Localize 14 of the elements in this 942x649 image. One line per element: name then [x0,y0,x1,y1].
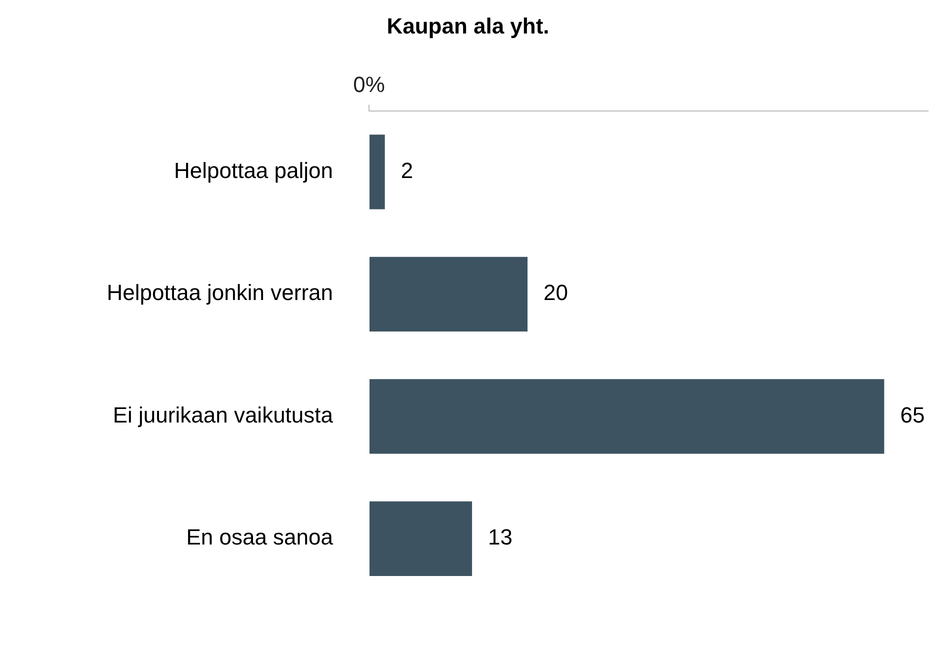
data-label: 65 [900,402,925,428]
bar [370,134,385,210]
y-tick-label: Helpottaa paljon [174,158,333,183]
bar [370,501,472,576]
data-label: 13 [488,524,513,550]
bar [370,379,884,454]
bar [370,256,528,332]
text: 0% [353,72,385,97]
y-tick-label: Helpottaa jonkin verran [106,280,333,306]
y-tick-label: En osaa sanoa [186,524,334,550]
chart-title: Kaupan ala yht. [386,13,550,38]
data-label: 20 [544,280,568,306]
y-tick-label: Ei juurikaan vaikutusta [112,402,334,428]
data-label: 2 [400,158,414,183]
